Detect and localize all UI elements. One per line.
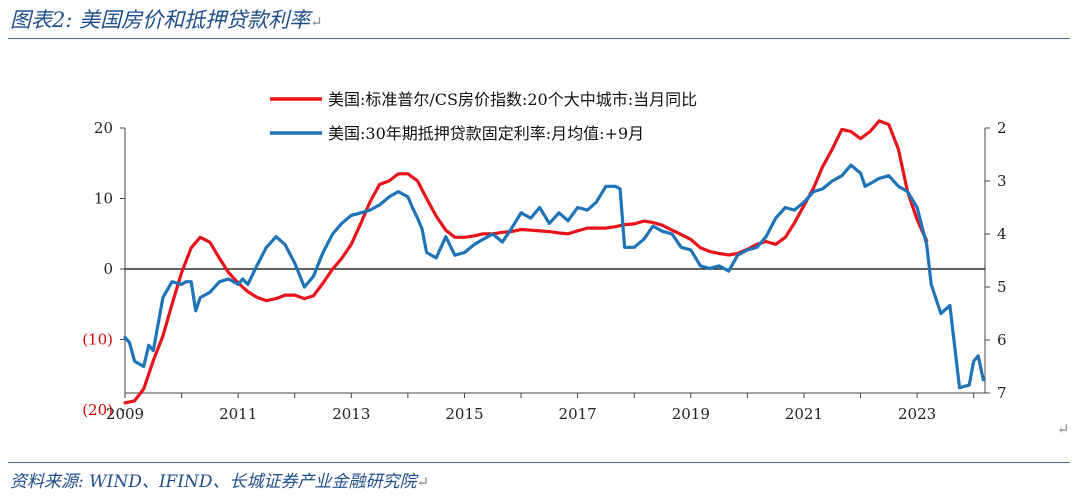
left-tick-label: (20) bbox=[82, 401, 113, 419]
x-tick-label: 2009 bbox=[106, 405, 144, 423]
chart-area: 20 10 0 (10) (20) 2 3 4 5 6 7 2009 2011 2013 2015 2017 2… bbox=[82, 90, 1006, 423]
left-tick-label: (10) bbox=[82, 331, 113, 349]
x-tick-label: 2017 bbox=[559, 405, 597, 423]
x-tick-label: 2019 bbox=[672, 405, 710, 423]
legend-label-cs-index: 美国:标准普尔/CS房价指数:20个大中城市:当月同比 bbox=[328, 90, 697, 109]
right-tick-label: 2 bbox=[997, 119, 1007, 137]
left-tick-label: 0 bbox=[103, 260, 113, 278]
title-divider bbox=[8, 38, 1070, 39]
right-tick-label: 3 bbox=[997, 172, 1007, 190]
return-mark-icon: ↵ bbox=[1057, 420, 1070, 438]
x-tick-label: 2011 bbox=[219, 405, 257, 423]
left-tick-label: 20 bbox=[94, 119, 113, 137]
return-mark-icon: ↵ bbox=[416, 473, 430, 491]
legend: 美国:标准普尔/CS房价指数:20个大中城市:当月同比美国:30年期抵押贷款固定… bbox=[270, 90, 697, 143]
x-tick-label: 2023 bbox=[898, 405, 936, 423]
right-tick-label: 7 bbox=[997, 384, 1007, 402]
right-tick-label: 5 bbox=[997, 278, 1007, 296]
x-tick-label: 2021 bbox=[785, 405, 823, 423]
series-line-mortgage-rate bbox=[123, 163, 985, 390]
right-tick-label: 4 bbox=[997, 225, 1007, 243]
series-line-cs-index bbox=[123, 119, 929, 405]
right-tick-label: 6 bbox=[997, 331, 1007, 349]
figure-title: 图表2: 美国房价和抵押贷款利率↵ bbox=[10, 4, 323, 34]
x-tick-label: 2013 bbox=[332, 405, 370, 423]
source-divider bbox=[8, 462, 1070, 463]
figure-title-text: 图表2: 美国房价和抵押贷款利率 bbox=[10, 8, 311, 32]
figure-source: 资料来源: WIND、IFIND、长城证券产业金融研究院↵ bbox=[10, 467, 429, 492]
legend-label-mortgage-rate: 美国:30年期抵押贷款固定利率:月均值:+9月 bbox=[328, 124, 644, 143]
figure-source-text: 资料来源: WIND、IFIND、长城证券产业金融研究院 bbox=[10, 472, 417, 492]
return-mark-icon: ↵ bbox=[310, 13, 323, 31]
x-tick-label: 2015 bbox=[445, 405, 483, 423]
axes: 20 10 0 (10) (20) 2 3 4 5 6 7 2009 2011 2013 2015 2017 2… bbox=[82, 119, 1006, 423]
left-tick-label: 10 bbox=[94, 190, 113, 208]
series-layer bbox=[123, 119, 985, 405]
